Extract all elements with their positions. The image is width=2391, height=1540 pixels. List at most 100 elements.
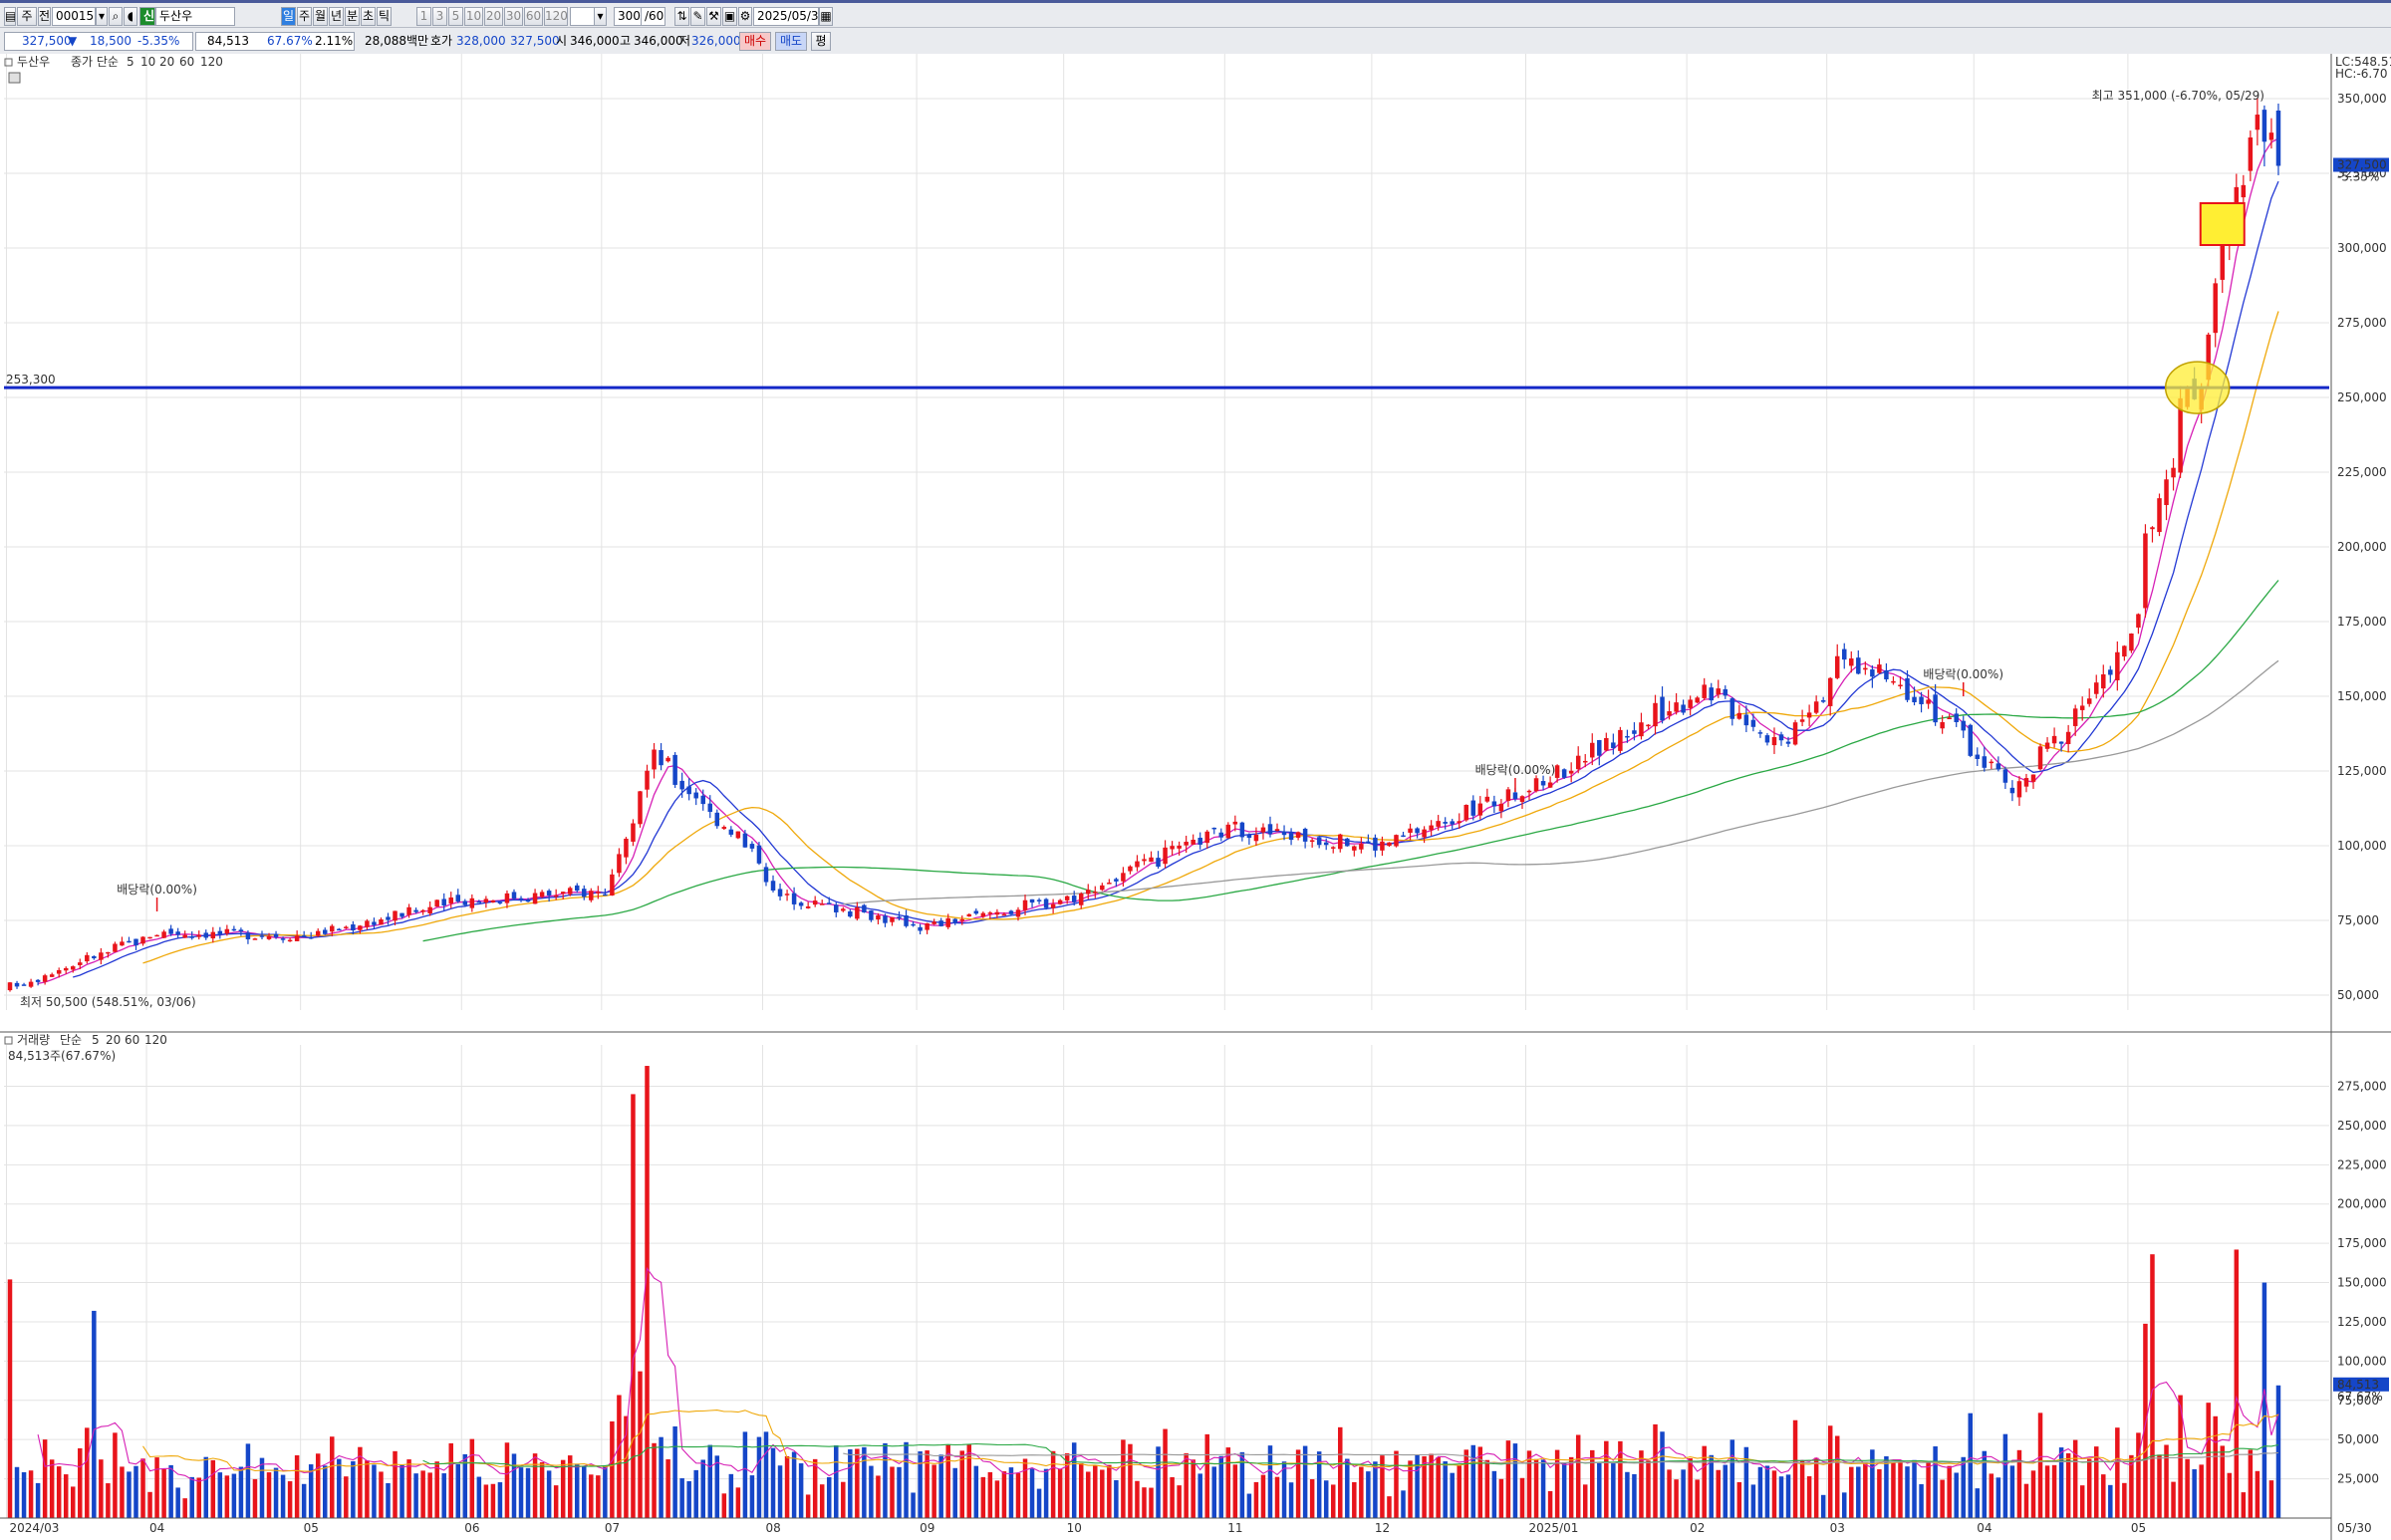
volume-bar [798, 1463, 804, 1518]
volume-bar [1323, 1480, 1329, 1518]
code-input[interactable]: 000155 [52, 7, 96, 26]
dividend-note: 배당락(0.00%) [117, 883, 197, 897]
buy-button[interactable]: 매수 [739, 32, 771, 51]
tf-second[interactable]: 초 [361, 7, 376, 26]
volume-bar [1919, 1484, 1924, 1518]
volume-bar [1771, 1470, 1777, 1518]
candle-body [973, 910, 979, 914]
candle-body [35, 979, 41, 982]
candle-body [862, 904, 867, 912]
candle-body [511, 892, 517, 899]
hc-label: HC:-6.70 [2335, 67, 2388, 81]
high-label: 고 [620, 34, 632, 48]
calendar-icon[interactable]: ▦ [819, 7, 833, 26]
all-select[interactable]: 전 [38, 7, 51, 26]
volume-bar [897, 1466, 902, 1518]
volume-bar [1933, 1446, 1938, 1518]
volume-bar [2101, 1474, 2106, 1518]
volume-bar [2143, 1323, 2148, 1518]
tf-tick[interactable]: 틱 [377, 7, 392, 26]
date-tick-label: 12 [1375, 1521, 1390, 1535]
panel-menu-icon[interactable] [8, 72, 21, 84]
candle-body [351, 924, 356, 930]
candle-body [259, 935, 265, 937]
date-input[interactable]: 2025/05/30 [753, 7, 819, 26]
candle-body [987, 912, 993, 914]
price-ma20-line [142, 311, 2279, 964]
candle-body [28, 981, 34, 987]
candle-body [652, 749, 657, 770]
candle-body [1204, 831, 1209, 844]
interval-120[interactable]: 120 [544, 7, 568, 26]
tf-week[interactable]: 주 [297, 7, 312, 26]
interval-dropdown-icon[interactable]: ▾ [594, 7, 607, 26]
candle-body [876, 915, 881, 920]
tools-icon[interactable]: ⚒ [706, 7, 721, 26]
search-icon[interactable]: ⌕ [109, 7, 123, 26]
volume-bar [1667, 1469, 1672, 1518]
panel-toggle-icon[interactable] [4, 58, 13, 67]
volume-bar [1512, 1443, 1518, 1518]
count-input[interactable]: 300 [614, 7, 642, 26]
vol-legend-ma120: 120 [144, 1033, 167, 1047]
menu-icon[interactable]: ▤ [4, 7, 16, 26]
code-dropdown-icon[interactable]: ▾ [96, 7, 108, 26]
volume-bar [911, 1492, 916, 1518]
candle-body [168, 928, 173, 934]
interval-3[interactable]: 3 [432, 7, 447, 26]
candle-body [203, 932, 209, 938]
candle-body [1100, 885, 1105, 891]
candle-body [1813, 701, 1819, 713]
candle-body [1387, 842, 1392, 847]
candle-body [21, 984, 27, 986]
interval-20[interactable]: 20 [484, 7, 503, 26]
candle-body [469, 898, 475, 908]
indicator-icon[interactable]: ⇅ [674, 7, 689, 26]
candle-body [1218, 832, 1224, 838]
open-price: 346,000 [570, 34, 620, 48]
period-select[interactable]: 주 [17, 7, 37, 26]
volume-bar [742, 1431, 748, 1518]
tf-day[interactable]: 일 [281, 7, 296, 26]
interval-60[interactable]: 60 [524, 7, 543, 26]
volume-bar [1785, 1474, 1791, 1518]
tf-year[interactable]: 년 [329, 7, 344, 26]
main-toolbar: ▤ 주 전 000155 ▾ ⌕ ◖ 신 두산우 일 주 월 년 분 초 틱 1… [0, 0, 2391, 28]
speaker-icon[interactable]: ◖ [124, 7, 137, 26]
candle-body [393, 910, 398, 921]
volume-bar [294, 1454, 300, 1518]
candles [7, 98, 2281, 992]
eval-button[interactable]: 평 [811, 32, 831, 51]
volume-bar [1422, 1455, 1427, 1518]
gear-icon[interactable]: ⚙ [738, 7, 752, 26]
candle-body [2268, 132, 2274, 140]
candle-body [308, 936, 314, 939]
candle-body [386, 916, 391, 920]
interval-5[interactable]: 5 [448, 7, 463, 26]
volume-bar [217, 1472, 223, 1518]
interval-10[interactable]: 10 [464, 7, 483, 26]
volume-bar [2044, 1465, 2050, 1518]
candle-body [918, 926, 923, 931]
candle-body [1463, 805, 1469, 821]
volume-bar [735, 1487, 741, 1518]
volume-bar [665, 1459, 670, 1518]
volume-bar [1968, 1412, 1974, 1518]
candle-body [1128, 866, 1133, 872]
interval-30[interactable]: 30 [504, 7, 523, 26]
volume-toggle-icon[interactable] [4, 1036, 13, 1045]
volume-bar [777, 1465, 783, 1518]
tf-minute[interactable]: 분 [345, 7, 360, 26]
interval-1[interactable]: 1 [416, 7, 431, 26]
price-tick-label: 300,000 [2337, 241, 2387, 255]
legend-name: 두산우 [17, 55, 50, 69]
draw-icon[interactable]: ✎ [690, 7, 705, 26]
tf-month[interactable]: 월 [313, 7, 328, 26]
volume-bar [2213, 1415, 2218, 1518]
candle-body [56, 969, 62, 974]
save-icon[interactable]: ▣ [722, 7, 737, 26]
candle-body [1618, 729, 1623, 751]
chart-area[interactable]: 50,000 75,000 100,000 125,000 150,000 175,000… [0, 54, 2391, 1540]
volume-bar [1470, 1444, 1476, 1518]
sell-button[interactable]: 매도 [775, 32, 807, 51]
